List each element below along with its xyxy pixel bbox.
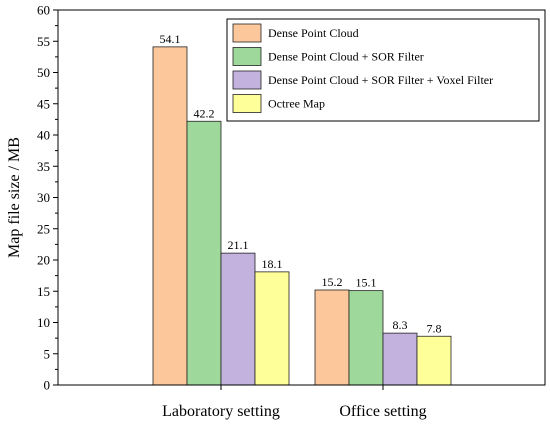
y-tick-label: 55 — [37, 34, 50, 49]
x-category-label: Office setting — [339, 403, 426, 420]
bar-1-0 — [314, 289, 350, 386]
data-label: 7.8 — [427, 321, 442, 335]
plot-frame — [57, 9, 546, 386]
y-tick-label: 10 — [37, 315, 50, 330]
bar-1-3 — [416, 335, 452, 386]
bars-group — [152, 46, 452, 386]
y-tick-label: 35 — [37, 159, 50, 174]
y-tick-label: 30 — [37, 190, 50, 205]
legend-swatch — [232, 47, 262, 66]
y-tick-label: 45 — [37, 96, 50, 111]
legend-label: Dense Point Cloud + SOR Filter + Voxel F… — [268, 73, 493, 87]
legend-label: Dense Point Cloud — [268, 26, 359, 40]
bar-1-1 — [348, 290, 384, 386]
y-tick-label: 15 — [37, 284, 50, 299]
data-label: 15.1 — [356, 276, 377, 290]
bar-0-0 — [152, 46, 188, 386]
y-tick-label: 40 — [37, 128, 50, 143]
data-label: 15.2 — [322, 275, 343, 289]
x-axis: Laboratory setting Office setting — [162, 385, 427, 420]
y-tick-label: 60 — [37, 3, 50, 18]
legend-box — [226, 18, 540, 122]
y-tick-label: 0 — [44, 378, 51, 393]
x-category-label: Laboratory setting — [162, 403, 280, 420]
bar-0-1 — [186, 120, 222, 386]
y-tick-label: 20 — [37, 253, 50, 268]
data-label: 8.3 — [393, 318, 408, 332]
data-labels-group: 54.1 42.2 21.1 18.1 15.2 15.1 8.3 7.8 — [160, 32, 442, 335]
data-label: 21.1 — [228, 238, 249, 252]
y-tick-label: 25 — [37, 221, 50, 236]
bar-0-2 — [220, 252, 256, 386]
legend-swatch — [232, 23, 262, 43]
data-label: 42.2 — [194, 106, 215, 120]
data-label: 18.1 — [262, 257, 283, 271]
data-label: 54.1 — [160, 32, 181, 46]
legend-label: Dense Point Cloud + SOR Filter — [268, 50, 424, 64]
bar-1-2 — [382, 332, 418, 386]
y-tick-label: 5 — [44, 346, 51, 361]
y-axis: 0 5 10 15 20 25 30 35 40 45 50 55 60 — [37, 3, 58, 393]
legend-label: Octree Map — [268, 97, 325, 111]
y-axis-label: Map file size / MB — [6, 137, 23, 258]
legend-swatch — [232, 70, 262, 90]
y-tick-label: 50 — [37, 65, 50, 80]
legend-swatch — [232, 94, 262, 113]
legend: Dense Point Cloud Dense Point Cloud + SOR… — [226, 18, 540, 122]
bar-0-3 — [254, 271, 290, 386]
